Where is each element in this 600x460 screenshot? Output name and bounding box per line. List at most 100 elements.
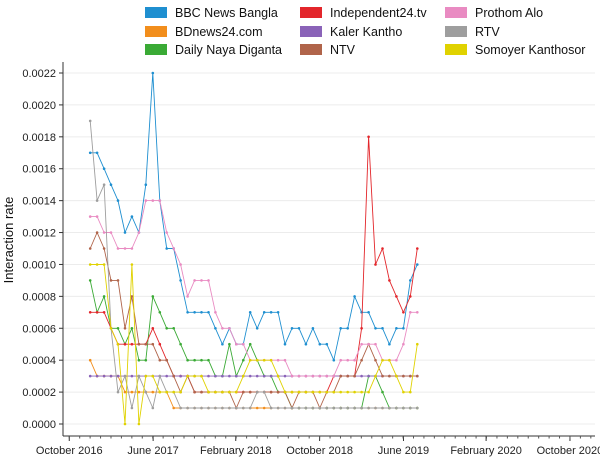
data-point xyxy=(388,342,391,346)
series-somoyer-kanthosor xyxy=(88,263,419,426)
data-point xyxy=(130,247,134,250)
data-point xyxy=(137,374,141,378)
data-point xyxy=(416,247,419,250)
data-point xyxy=(242,406,245,410)
data-point xyxy=(207,374,210,378)
data-point xyxy=(116,199,120,202)
data-point xyxy=(367,406,370,410)
data-point xyxy=(262,390,266,394)
data-point xyxy=(353,374,356,378)
legend-swatch xyxy=(145,44,167,55)
data-point xyxy=(269,358,273,362)
data-point xyxy=(360,358,363,362)
data-point xyxy=(283,374,287,378)
data-point xyxy=(116,342,120,346)
data-point xyxy=(255,406,259,410)
data-point xyxy=(242,390,245,394)
data-point xyxy=(158,311,162,314)
data-point xyxy=(165,374,168,378)
data-point xyxy=(297,390,301,394)
data-point xyxy=(242,342,245,346)
data-point xyxy=(228,390,231,394)
data-point xyxy=(165,327,168,330)
data-point xyxy=(339,406,343,410)
data-point xyxy=(193,311,196,314)
data-point xyxy=(360,374,363,378)
data-point xyxy=(374,263,377,266)
data-point xyxy=(221,406,224,410)
data-point xyxy=(346,390,350,394)
data-point xyxy=(88,311,92,314)
gridlines xyxy=(63,72,595,425)
data-point xyxy=(402,342,405,346)
legend-item: BBC News Bangla xyxy=(145,6,278,20)
data-point xyxy=(186,295,189,298)
legend-label: Kaler Kantho xyxy=(330,25,402,39)
data-point xyxy=(221,342,224,346)
data-point xyxy=(242,358,245,362)
data-point xyxy=(95,199,99,202)
data-point xyxy=(276,358,280,362)
data-point xyxy=(207,279,210,282)
data-point xyxy=(88,151,92,155)
data-point xyxy=(200,390,203,394)
data-point xyxy=(346,374,350,378)
legend-label: Somoyer Kanthosor xyxy=(475,43,585,57)
data-point xyxy=(88,215,92,218)
data-point xyxy=(172,374,175,378)
data-point xyxy=(353,358,356,362)
data-point xyxy=(353,406,356,410)
data-point xyxy=(304,406,308,410)
data-point xyxy=(395,406,398,410)
data-point xyxy=(172,406,175,410)
y-tick-label: 0.0004 xyxy=(22,355,56,367)
data-point xyxy=(186,374,189,378)
data-point xyxy=(130,215,134,218)
legend-item: NTV xyxy=(300,43,356,57)
data-point xyxy=(144,342,148,346)
data-point xyxy=(95,151,99,155)
data-point xyxy=(381,390,384,394)
data-point xyxy=(402,311,405,314)
data-point xyxy=(200,406,203,410)
data-point xyxy=(214,390,217,394)
data-point xyxy=(221,390,224,394)
data-point xyxy=(283,406,287,410)
data-point xyxy=(130,342,134,346)
data-point xyxy=(102,231,106,234)
data-point xyxy=(353,295,356,298)
data-point xyxy=(409,295,412,298)
y-tick-label: 0.0018 xyxy=(22,132,56,144)
data-point xyxy=(228,374,231,378)
data-point xyxy=(116,247,120,250)
data-point xyxy=(255,327,259,330)
axes xyxy=(62,62,595,437)
data-point xyxy=(346,327,350,330)
data-point xyxy=(144,199,148,202)
data-point xyxy=(88,374,92,378)
data-point xyxy=(130,390,134,394)
data-point xyxy=(388,358,391,362)
series-prothom-alo xyxy=(88,199,419,378)
data-point xyxy=(95,263,99,266)
data-point xyxy=(325,342,329,346)
data-point xyxy=(151,390,155,394)
data-point xyxy=(158,374,162,378)
data-point xyxy=(381,358,384,362)
data-point xyxy=(158,390,162,394)
data-point xyxy=(269,311,273,314)
data-point xyxy=(123,327,127,330)
data-point xyxy=(179,279,182,282)
x-axis-ticks: October 2016 June 2017 February 2018 Octobe… xyxy=(36,436,600,457)
legend-swatch xyxy=(445,7,467,18)
data-point xyxy=(339,358,343,362)
data-point xyxy=(374,406,377,410)
data-point xyxy=(346,406,350,410)
data-point xyxy=(193,390,196,394)
data-point xyxy=(172,390,175,394)
y-axis-title: Interaction rate xyxy=(1,197,16,284)
data-point xyxy=(123,342,127,346)
data-point xyxy=(367,311,370,314)
data-point xyxy=(276,406,280,410)
y-tick-label: 0.0016 xyxy=(22,164,56,176)
